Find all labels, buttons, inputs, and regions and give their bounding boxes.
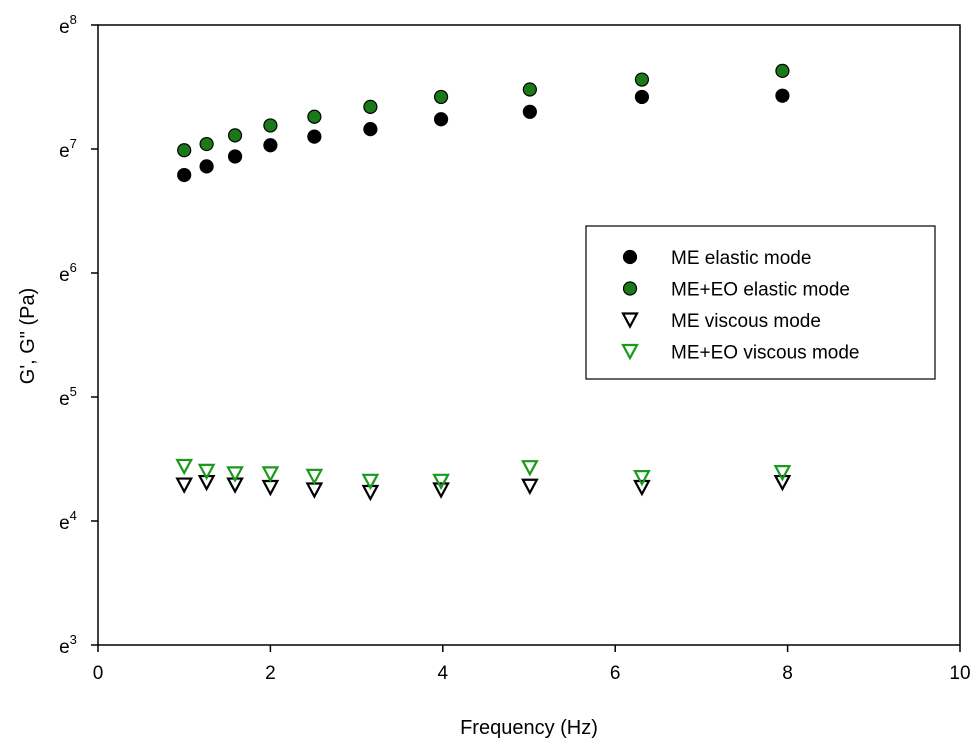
series-3 xyxy=(175,458,792,491)
legend-label: ME viscous mode xyxy=(671,311,821,332)
legend-marker xyxy=(621,312,639,329)
legend-marker xyxy=(622,249,638,265)
x-tick-label: 6 xyxy=(610,663,621,684)
data-point xyxy=(522,82,537,97)
data-point xyxy=(263,138,278,153)
data-point xyxy=(361,473,380,491)
x-ticks: 0 2 4 6 8 10 xyxy=(93,645,971,684)
data-point xyxy=(199,159,214,174)
data-point xyxy=(433,89,449,105)
y-tick-exponent: 8 xyxy=(70,12,77,27)
data-point xyxy=(521,460,539,477)
data-point xyxy=(305,482,324,499)
x-tick-label: 2 xyxy=(265,663,276,684)
data-points xyxy=(175,63,792,502)
data-point xyxy=(307,109,322,124)
data-point xyxy=(263,118,278,133)
x-axis-title: Frequency (Hz) xyxy=(460,717,598,739)
axes xyxy=(97,24,961,646)
data-point xyxy=(175,477,194,494)
y-tick-base: e xyxy=(59,141,70,162)
x-tick-label: 10 xyxy=(949,663,970,684)
y-tick-exponent: 6 xyxy=(70,260,77,275)
y-tick-label: e7 xyxy=(59,136,77,162)
data-point xyxy=(363,99,378,114)
plot-frame xyxy=(97,24,961,646)
x-tick-label: 8 xyxy=(782,663,793,684)
y-tick-base: e xyxy=(59,389,70,410)
y-axis-title: G', G" (Pa) xyxy=(17,288,39,384)
y-tick-base: e xyxy=(59,637,70,658)
series-0 xyxy=(177,88,790,183)
y-tick-label: e5 xyxy=(59,384,77,410)
x-tick-label: 4 xyxy=(438,663,449,684)
series-1 xyxy=(177,63,790,158)
legend-label: ME+EO elastic mode xyxy=(671,280,850,301)
data-point xyxy=(177,143,192,158)
legend-marker xyxy=(622,281,638,296)
y-tick-exponent: 7 xyxy=(70,136,77,151)
legend-box xyxy=(585,225,936,380)
data-point xyxy=(305,468,324,486)
data-point xyxy=(177,167,192,183)
data-point xyxy=(197,463,216,481)
data-point xyxy=(633,470,651,487)
legend: ME elastic mode ME+EO elastic mode ME visc… xyxy=(585,225,936,380)
y-tick-base: e xyxy=(59,17,70,38)
data-point xyxy=(773,465,792,482)
y-tick-exponent: 5 xyxy=(70,384,77,399)
data-point xyxy=(432,473,450,491)
data-point xyxy=(307,129,322,144)
legend-label: ME+EO viscous mode xyxy=(671,343,860,364)
data-point xyxy=(261,466,280,483)
data-point xyxy=(773,474,792,492)
x-tick-label: 0 xyxy=(93,663,104,684)
y-tick-label: e8 xyxy=(59,12,77,38)
data-point xyxy=(521,478,539,496)
data-point xyxy=(363,122,378,137)
data-point xyxy=(227,149,243,164)
y-tick-label: e4 xyxy=(59,508,77,534)
data-point xyxy=(634,72,650,87)
y-tick-base: e xyxy=(59,513,70,534)
data-point xyxy=(199,136,214,152)
data-point xyxy=(227,128,243,143)
data-point xyxy=(633,479,651,497)
data-point xyxy=(775,63,790,78)
data-point xyxy=(433,112,449,127)
y-tick-label: e3 xyxy=(59,632,77,658)
legend-label: ME elastic mode xyxy=(671,248,811,269)
y-tick-base: e xyxy=(59,265,70,286)
data-point xyxy=(775,88,790,103)
data-point xyxy=(522,104,537,119)
y-tick-exponent: 3 xyxy=(70,632,77,647)
data-point xyxy=(432,482,450,499)
data-point xyxy=(261,479,280,497)
data-point xyxy=(226,466,244,483)
y-tick-label: e6 xyxy=(59,260,77,286)
data-point xyxy=(175,458,194,476)
legend-marker xyxy=(621,343,639,361)
data-point xyxy=(634,89,650,105)
y-tick-exponent: 4 xyxy=(70,508,77,523)
